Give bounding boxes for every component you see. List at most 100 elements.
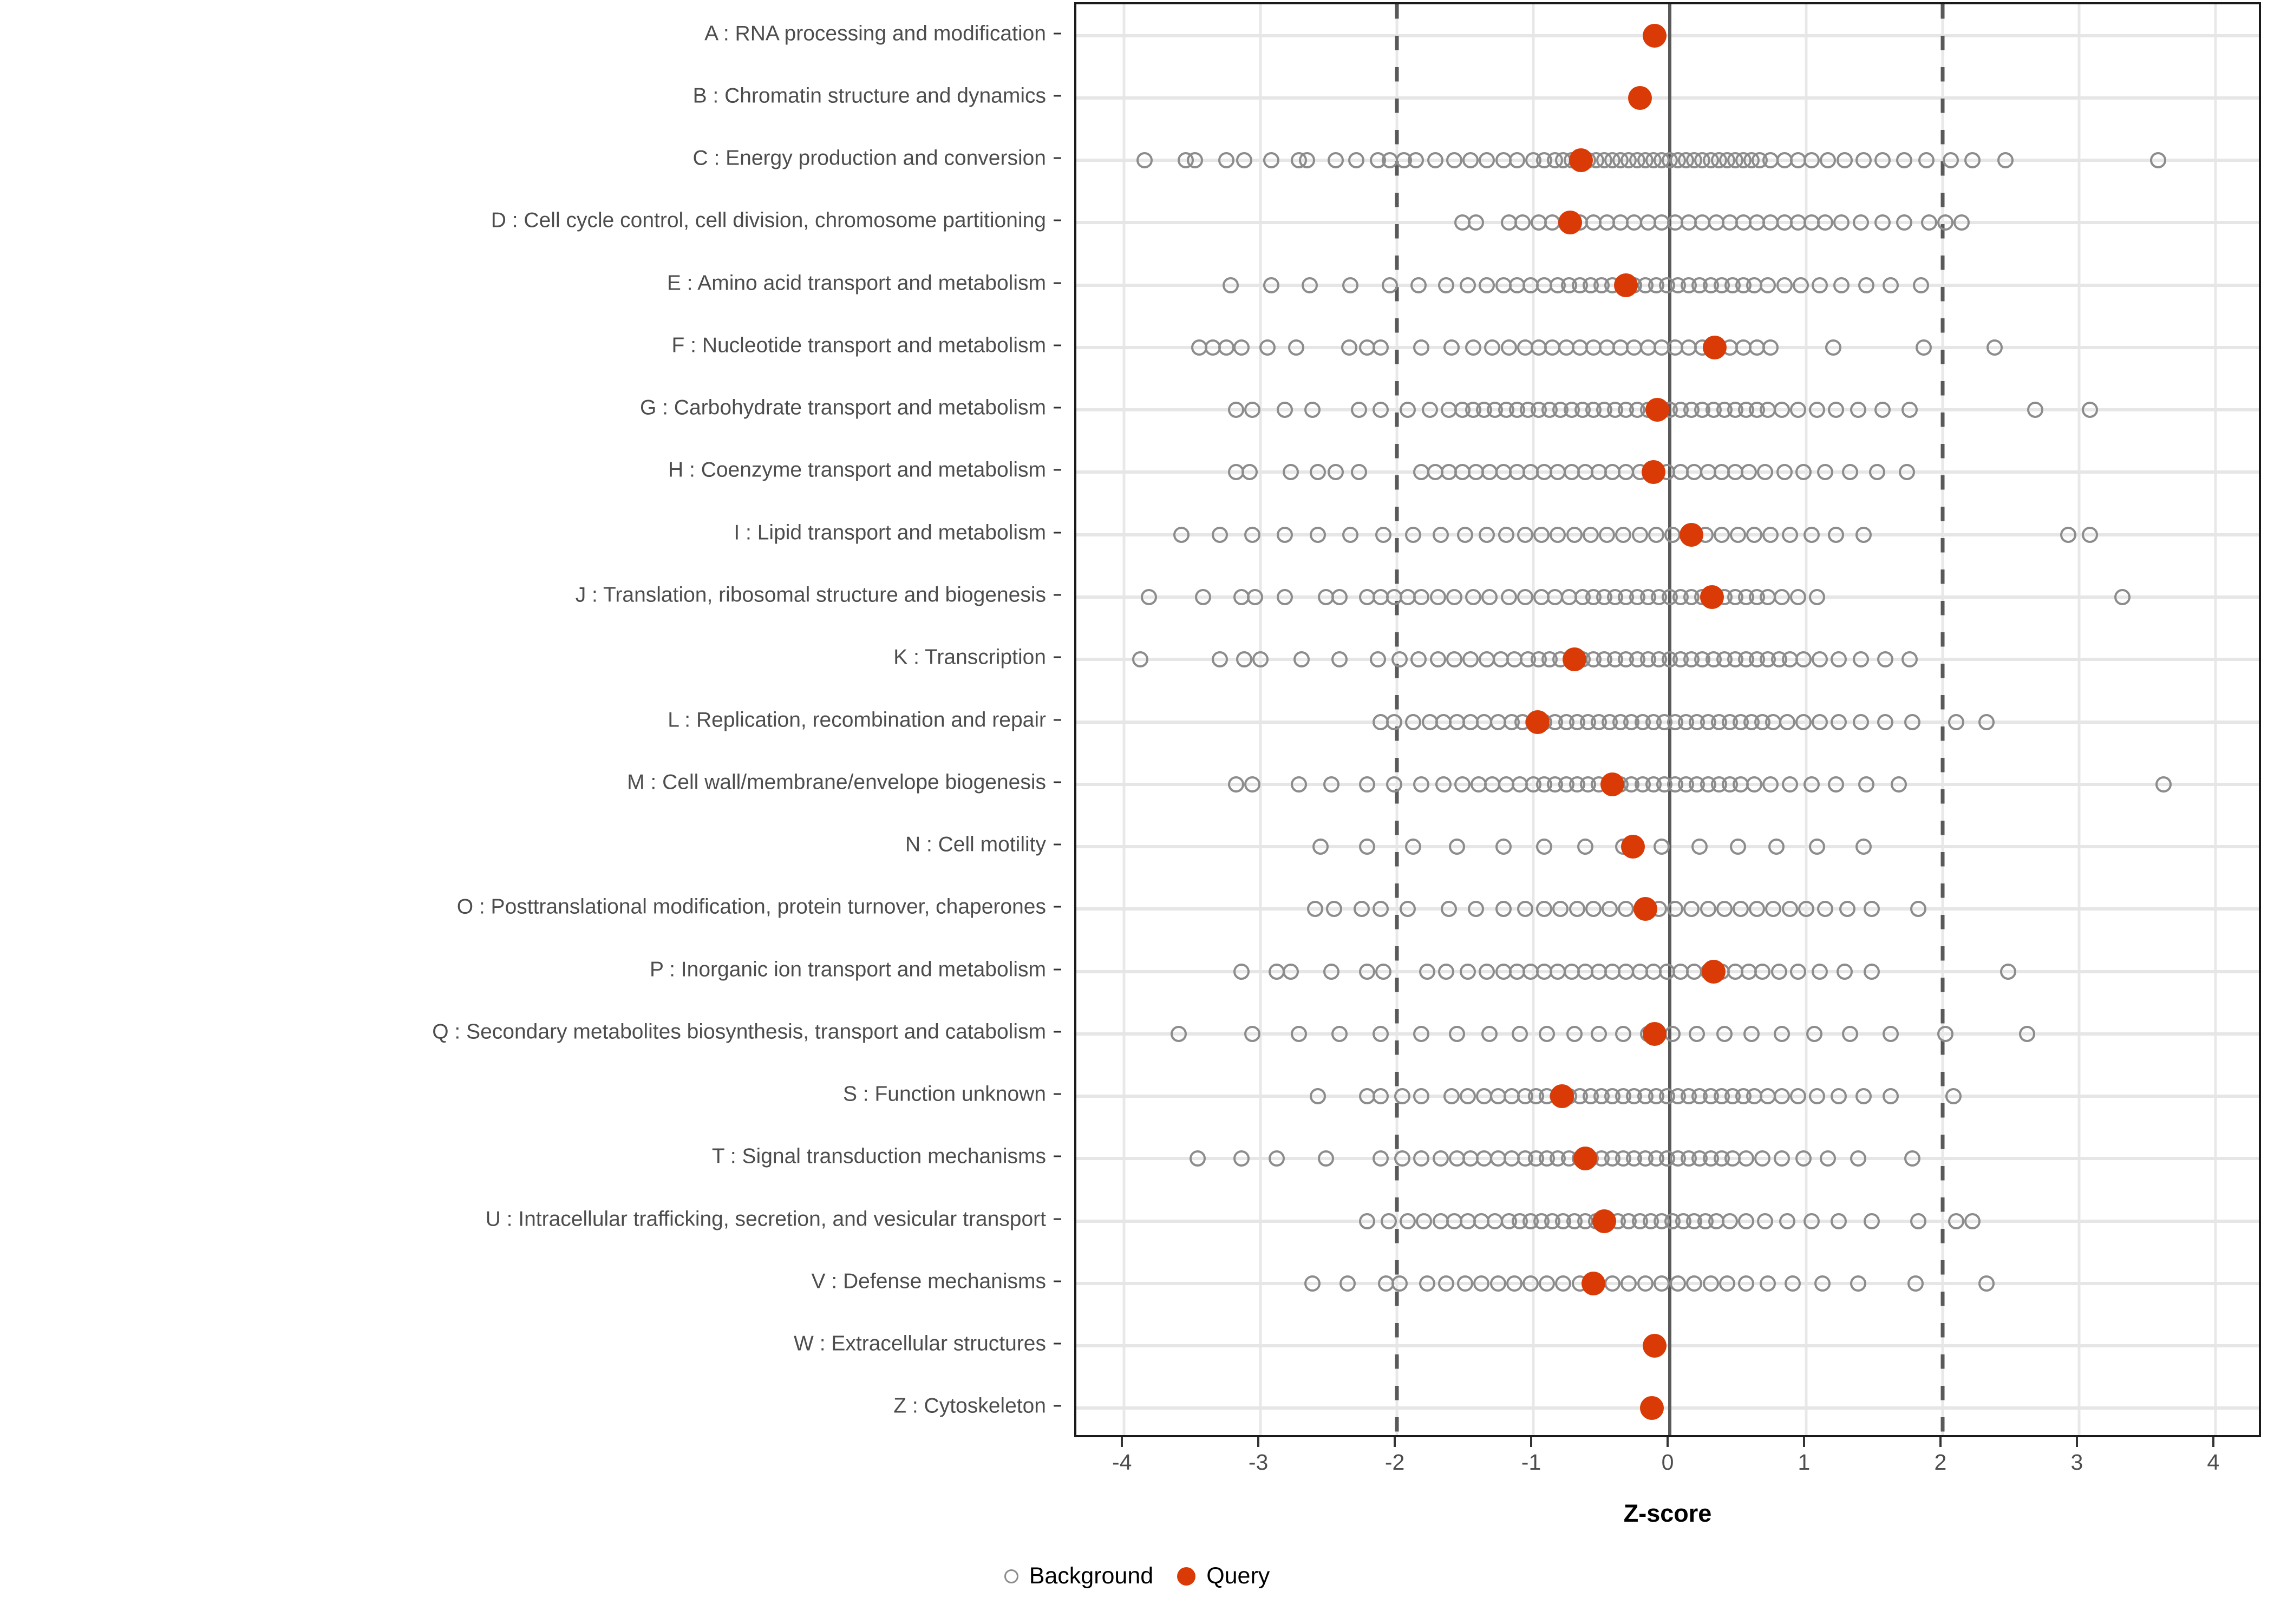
background-point (1413, 339, 1430, 356)
query-point (1592, 1209, 1617, 1233)
background-point (1803, 152, 1820, 169)
y-axis-tick-mark (1054, 532, 1061, 534)
background-point (1252, 651, 1269, 668)
background-point (1435, 776, 1452, 793)
background-point (1997, 152, 2014, 169)
background-point (1514, 214, 1531, 231)
query-point (1640, 1396, 1664, 1420)
background-point (1350, 402, 1367, 418)
background-point (1746, 776, 1763, 793)
background-point (1140, 588, 1157, 605)
background-point (1342, 277, 1359, 293)
background-point (1479, 526, 1495, 543)
y-axis-tick-label: S : Function unknown (842, 1082, 1046, 1106)
background-point (2019, 1025, 2036, 1042)
background-point (1331, 588, 1348, 605)
background-point (1779, 713, 1795, 730)
background-point (1293, 651, 1310, 668)
x-axis-tick-label: -4 (1112, 1450, 1132, 1475)
background-point (1380, 1213, 1397, 1229)
x-axis-tick-mark (1667, 1437, 1669, 1447)
background-point (1427, 152, 1443, 169)
background-point (1410, 277, 1427, 293)
background-point (1327, 152, 1344, 169)
background-point (1498, 526, 1514, 543)
background-point (1738, 1213, 1755, 1229)
background-point (1468, 214, 1485, 231)
background-point (1550, 526, 1566, 543)
background-point (1304, 402, 1321, 418)
background-point (1170, 1025, 1187, 1042)
background-point (1789, 402, 1806, 418)
background-point (1350, 464, 1367, 481)
background-point (1244, 776, 1261, 793)
y-axis-tick-mark (1054, 781, 1061, 783)
background-point (1741, 464, 1757, 481)
background-point (1795, 651, 1812, 668)
background-point (1948, 1213, 1965, 1229)
y-axis-tick-label: O : Posttranslational modification, prot… (456, 895, 1046, 919)
legend-item-query[interactable]: Query (1177, 1564, 1270, 1588)
background-point (1590, 1025, 1607, 1042)
background-point (1552, 901, 1569, 918)
background-point (1405, 713, 1422, 730)
query-point (1701, 959, 1726, 984)
background-point (1664, 1025, 1681, 1042)
background-point (1620, 1275, 1637, 1292)
background-point (1716, 901, 1733, 918)
background-point (1773, 588, 1790, 605)
y-axis-tick-mark (1054, 344, 1061, 346)
background-point (1288, 339, 1304, 356)
y-axis-tick-label: D : Cell cycle control, cell division, c… (491, 208, 1046, 232)
background-point (1391, 1275, 1408, 1292)
y-axis-tick-label: N : Cell motility (905, 833, 1046, 856)
background-point (1809, 1088, 1826, 1105)
background-point (1437, 963, 1454, 980)
background-point (1809, 402, 1826, 418)
y-axis-tick-mark (1054, 1093, 1061, 1095)
background-point (1233, 963, 1250, 980)
background-point (1236, 651, 1252, 668)
legend-item-background[interactable]: Background (1004, 1564, 1153, 1588)
y-axis-tick-label: U : Intracellular trafficking, secretion… (485, 1207, 1046, 1231)
background-point (1809, 839, 1826, 855)
background-point (1795, 713, 1812, 730)
background-point (1760, 277, 1776, 293)
vertical-gridline (1259, 4, 1262, 1435)
background-point (1517, 526, 1533, 543)
background-point (1792, 277, 1809, 293)
background-point (1798, 901, 1814, 918)
background-point (1263, 277, 1280, 293)
y-axis-tick-label: L : Replication, recombination and repai… (668, 708, 1046, 731)
query-point (1600, 772, 1625, 796)
y-axis-tick-mark (1054, 1155, 1061, 1157)
background-point (1500, 588, 1517, 605)
x-axis-tick-mark (1530, 1437, 1533, 1447)
background-point (1312, 839, 1329, 855)
background-point (1721, 1213, 1738, 1229)
background-point (1910, 1213, 1926, 1229)
background-point (1901, 651, 1918, 668)
y-axis-tick-mark (1054, 719, 1061, 721)
x-axis-tick-mark (1939, 1437, 1942, 1447)
background-point (2155, 776, 2172, 793)
background-point (1408, 152, 1424, 169)
background-point (1809, 588, 1826, 605)
y-axis-labels: A : RNA processing and modification B : C… (0, 0, 1061, 1440)
background-point (1825, 339, 1842, 356)
background-point (1372, 402, 1389, 418)
background-point (1855, 152, 1872, 169)
background-point (1306, 901, 1323, 918)
background-point (1738, 1275, 1755, 1292)
background-point (1460, 277, 1476, 293)
background-point (1318, 1150, 1335, 1167)
background-point (1419, 963, 1435, 980)
background-point (1691, 839, 1708, 855)
background-point (1413, 1150, 1430, 1167)
background-point (1852, 651, 1869, 668)
background-point (1323, 963, 1340, 980)
background-point (1353, 901, 1370, 918)
background-point (2082, 402, 2099, 418)
background-point (1211, 526, 1228, 543)
background-point (1831, 1213, 1847, 1229)
